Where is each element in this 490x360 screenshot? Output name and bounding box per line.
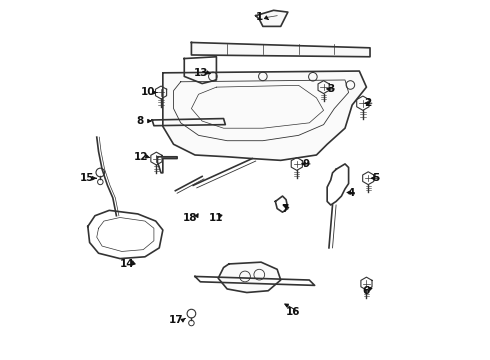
Text: 10: 10 <box>141 87 155 98</box>
Text: 9: 9 <box>303 159 310 169</box>
Text: 13: 13 <box>194 68 209 78</box>
Text: 11: 11 <box>208 212 223 222</box>
Text: 4: 4 <box>347 188 354 198</box>
Text: 12: 12 <box>133 152 148 162</box>
Text: 3: 3 <box>327 84 334 94</box>
Text: 8: 8 <box>137 116 144 126</box>
Text: 7: 7 <box>281 203 289 213</box>
Text: 6: 6 <box>362 286 369 296</box>
Polygon shape <box>192 42 370 57</box>
Text: 5: 5 <box>372 173 379 183</box>
Text: 18: 18 <box>182 212 197 222</box>
Text: 16: 16 <box>286 307 300 317</box>
Text: 14: 14 <box>120 259 134 269</box>
Text: 2: 2 <box>365 98 372 108</box>
Text: 17: 17 <box>169 315 184 325</box>
Text: 1: 1 <box>256 13 263 22</box>
Text: 15: 15 <box>79 173 94 183</box>
Polygon shape <box>256 10 288 26</box>
